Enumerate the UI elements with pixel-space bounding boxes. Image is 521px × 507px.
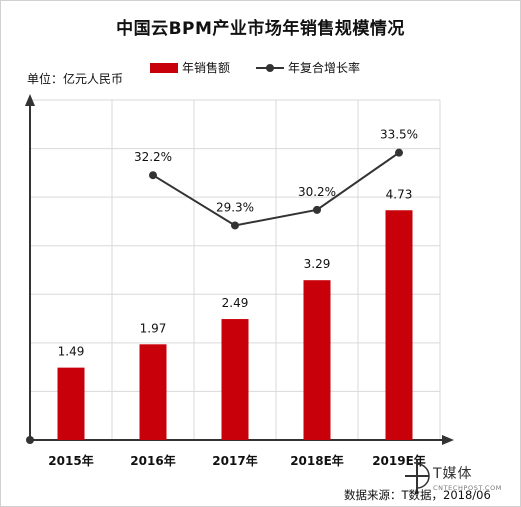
- watermark-url: CNTECHPOST.COM: [433, 484, 502, 492]
- growth-rate-point: [395, 148, 403, 157]
- bar-1: [139, 344, 167, 440]
- legend-bar-label: 年销售额: [182, 61, 231, 75]
- legend-bar-swatch: [150, 63, 178, 73]
- growth-rate-label: 30.2%: [298, 185, 336, 199]
- bar-value-label: 1.49: [58, 345, 85, 359]
- watermark-logo-icon: [405, 460, 430, 494]
- bar-0: [57, 367, 85, 440]
- bar-2: [221, 319, 249, 440]
- watermark-text: T媒体: [433, 466, 473, 482]
- bar-3: [303, 280, 331, 440]
- x-tick-label: 2018E年: [290, 453, 344, 468]
- bar-4: [385, 210, 413, 440]
- bar-value-label: 4.73: [386, 187, 413, 201]
- growth-rate-line: [152, 151, 400, 227]
- x-tick-label: 2017年: [212, 453, 257, 468]
- chart-title: 中国云BPM产业市场年销售规模情况: [116, 19, 405, 39]
- x-tick-label: 2016年: [130, 453, 175, 468]
- legend: 年销售额 年复合增长率: [0, 58, 521, 78]
- bar-value-label: 1.97: [140, 321, 167, 335]
- growth-rate-point: [313, 205, 321, 214]
- growth-rate-point: [149, 171, 157, 180]
- source-note: 数据来源：T数据，2018/06: [344, 488, 491, 502]
- x-tick-label: 2015年: [48, 453, 93, 468]
- unit-label: 单位：亿元人民币: [27, 72, 124, 86]
- legend-line-swatch: [256, 64, 284, 72]
- legend-line-label: 年复合增长率: [288, 61, 361, 75]
- axis-origin-dot: [26, 436, 34, 444]
- growth-rate-label: 33.5%: [380, 128, 418, 142]
- growth-rate-point: [231, 221, 239, 230]
- watermark: T媒体 CNTECHPOST.COM: [403, 458, 518, 498]
- growth-rate-label: 29.3%: [216, 200, 254, 214]
- y-axis-arrow-icon: [25, 94, 35, 106]
- bar-value-label: 3.29: [304, 257, 331, 271]
- x-tick-label: 2019E年: [372, 453, 426, 468]
- x-axis-arrow-icon: [442, 435, 454, 445]
- bar-value-label: 2.49: [222, 296, 249, 310]
- growth-rate-label: 32.2%: [134, 150, 172, 164]
